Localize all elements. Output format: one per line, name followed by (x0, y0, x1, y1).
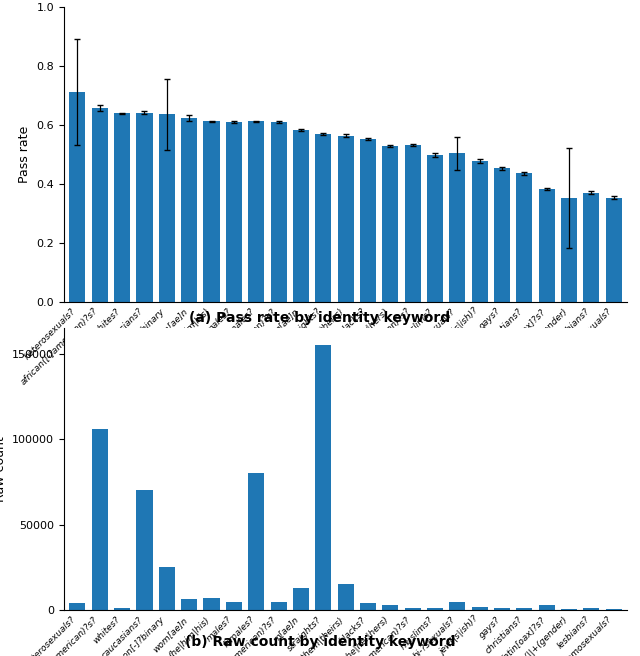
Bar (159, 114, 175, 302)
Bar (584, 193, 600, 302)
Text: (b) Raw count by identity keyword: (b) Raw count by identity keyword (185, 634, 455, 649)
Bar (427, 155, 443, 302)
Y-axis label: Pass rate: Pass rate (18, 125, 31, 183)
Bar (605, 198, 622, 302)
Bar (248, 474, 264, 610)
Bar (271, 602, 287, 610)
Bar (316, 134, 332, 302)
Bar (449, 154, 465, 302)
Bar (494, 168, 510, 302)
Bar (360, 604, 376, 610)
Bar (271, 122, 287, 302)
Bar (337, 136, 354, 302)
Bar (226, 122, 242, 302)
Text: (a) Pass rate by identity keyword: (a) Pass rate by identity keyword (189, 311, 451, 325)
Bar (337, 584, 354, 610)
Bar (92, 108, 108, 302)
Bar (382, 605, 398, 610)
Bar (516, 607, 532, 610)
Bar (404, 607, 420, 610)
Bar (204, 598, 220, 610)
Bar (181, 599, 197, 610)
Bar (293, 130, 309, 302)
Bar (561, 198, 577, 302)
Bar (516, 173, 532, 302)
Y-axis label: Raw count: Raw count (0, 436, 7, 502)
Bar (204, 121, 220, 302)
Bar (114, 113, 130, 302)
Bar (605, 609, 622, 610)
Bar (561, 609, 577, 610)
Bar (136, 491, 152, 610)
Bar (114, 607, 130, 610)
Bar (360, 139, 376, 302)
Bar (539, 189, 555, 302)
X-axis label: Identity keyword: Identity keyword (293, 401, 398, 414)
Bar (472, 607, 488, 610)
Bar (584, 608, 600, 610)
Bar (382, 146, 398, 302)
Bar (136, 113, 152, 302)
Bar (69, 92, 86, 302)
Bar (427, 608, 443, 610)
Bar (472, 161, 488, 302)
Bar (494, 608, 510, 610)
Bar (539, 605, 555, 610)
Bar (293, 588, 309, 610)
Bar (226, 602, 242, 610)
Bar (181, 119, 197, 302)
Bar (248, 121, 264, 302)
Bar (159, 567, 175, 610)
Bar (316, 345, 332, 610)
Bar (69, 604, 86, 610)
Bar (449, 602, 465, 610)
Bar (404, 146, 420, 302)
Bar (92, 429, 108, 610)
